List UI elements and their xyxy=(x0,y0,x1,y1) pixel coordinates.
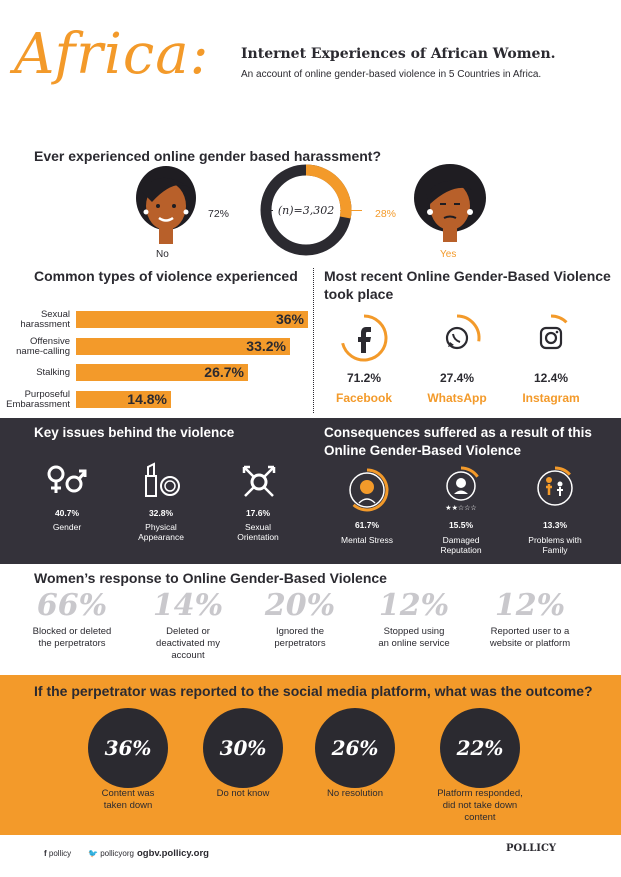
woman-no-illustration xyxy=(136,166,196,244)
outcome-label: Content was taken down xyxy=(101,788,155,811)
mental-stress-label: Mental Stress xyxy=(341,535,393,545)
facebook-icon: f xyxy=(44,849,47,858)
outcome-label: Platform responded, did not take down cont… xyxy=(437,788,523,823)
platforms-heading-line1: Most recent Online Gender-Based Violence xyxy=(324,268,611,284)
response-percentage: 12% xyxy=(378,588,450,623)
gender-icon xyxy=(47,465,87,493)
whatsapp-label: WhatsApp xyxy=(427,391,487,405)
dark-section xyxy=(0,418,621,564)
bar-label-offensive-name-calling: Offensive name-calling xyxy=(16,336,70,357)
footer-twitter[interactable]: 🐦 pollicyorg xyxy=(88,849,134,858)
makeup-icon xyxy=(145,462,180,497)
outcome-circle: 36% xyxy=(88,708,168,788)
yes-percentage: 28% xyxy=(375,208,397,220)
bar-label-sexual-harassment: Sexual harassment xyxy=(20,309,70,330)
page-description: An account of online gender-based violen… xyxy=(241,69,542,80)
response-label: Stopped using an online service xyxy=(378,626,450,649)
outcome-circle: 22% xyxy=(440,708,520,788)
mental-stress-percentage: 61.7% xyxy=(354,520,380,530)
response-percentage: 12% xyxy=(494,588,566,623)
consequences-heading-line1: Consequences suffered as a result of thi… xyxy=(324,425,592,440)
response-label: Ignored the perpetrators xyxy=(274,626,326,649)
outcome-percentage: 30% xyxy=(219,736,267,760)
outcomes-heading: If the perpetrator was reported to the s… xyxy=(34,683,593,699)
violence-types-heading: Common types of violence experienced xyxy=(34,268,298,284)
bar-value: 26.7% xyxy=(204,364,244,380)
mental-stress-gauge xyxy=(349,468,389,512)
donut-divider-left xyxy=(265,210,273,211)
woman-yes-illustration xyxy=(414,164,486,242)
whatsapp-percentage: 27.4% xyxy=(439,371,475,385)
bar-value: 36% xyxy=(275,311,304,327)
yes-label: Yes xyxy=(440,249,457,260)
gender-percentage: 40.7% xyxy=(54,508,80,518)
response-percentage: 20% xyxy=(264,588,336,623)
damaged-reputation-label: Damaged Reputation xyxy=(440,535,482,555)
harassment-question: Ever experienced online gender based har… xyxy=(34,148,382,164)
platforms-heading-line2: took place xyxy=(324,286,394,302)
bar-purposeful-embarassment: 14.8% xyxy=(76,391,171,408)
svg-text:★★☆☆☆: ★★☆☆☆ xyxy=(445,504,476,512)
family-problems-label: Problems with Family xyxy=(528,535,582,555)
bar-sexual-harassment: 36% xyxy=(76,311,308,328)
orientation-label: Sexual Orientation xyxy=(237,522,279,542)
sexual-orientation-icon xyxy=(242,465,276,497)
bar-label-stalking: Stalking xyxy=(36,367,70,378)
outcome-percentage: 22% xyxy=(456,736,504,760)
orientation-percentage: 17.6% xyxy=(245,508,271,518)
response-label: Deleted or deactivated my account xyxy=(156,626,220,661)
damaged-reputation-gauge: ★★☆☆☆ xyxy=(445,466,479,512)
instagram-label: Instagram xyxy=(522,391,580,405)
donut-divider-right xyxy=(340,210,362,211)
gender-label: Gender xyxy=(52,522,82,532)
section-divider xyxy=(313,268,314,413)
footer-facebook[interactable]: f pollicy xyxy=(44,849,72,858)
page-title: Africa: xyxy=(14,22,210,87)
bar-label-purposeful-embarassment: Purposeful Embarassment xyxy=(6,389,70,410)
responses-heading: Women’s response to Online Gender-Based … xyxy=(34,570,387,586)
family-problems-gauge xyxy=(537,466,573,506)
outcome-circle: 30% xyxy=(203,708,283,788)
appearance-label: Physical Appearance xyxy=(138,522,184,542)
outcome-label: Do not know xyxy=(216,788,270,799)
bar-value: 14.8% xyxy=(127,391,167,407)
bar-stalking: 26.7% xyxy=(76,364,248,381)
twitter-icon: 🐦 xyxy=(88,849,98,858)
no-label: No xyxy=(156,249,169,260)
outcome-circle: 26% xyxy=(315,708,395,788)
instagram-gauge xyxy=(539,314,568,350)
instagram-percentage: 12.4% xyxy=(533,371,569,385)
response-percentage: 66% xyxy=(36,588,108,623)
damaged-reputation-percentage: 15.5% xyxy=(448,520,474,530)
family-problems-percentage: 13.3% xyxy=(542,520,568,530)
bar-offensive-name-calling: 33.2% xyxy=(76,338,290,355)
consequences-heading-line2: Online Gender-Based Violence xyxy=(324,443,522,458)
no-percentage: 72% xyxy=(208,208,230,220)
footer-website[interactable]: ogbv.pollicy.org xyxy=(137,848,209,859)
brand-logo: POLLICY xyxy=(506,837,578,861)
appearance-percentage: 32.8% xyxy=(148,508,174,518)
outcome-label: No resolution xyxy=(327,788,383,799)
facebook-percentage: 71.2% xyxy=(346,371,382,385)
response-label: Blocked or deleted the perpetrators xyxy=(32,626,112,649)
sample-size: (n)=3,302 xyxy=(277,204,335,217)
response-percentage: 14% xyxy=(152,588,224,623)
whatsapp-gauge xyxy=(445,314,481,350)
page-subtitle: Internet Experiences of African Women. xyxy=(241,46,556,62)
bar-value: 33.2% xyxy=(246,338,286,354)
outcome-percentage: 36% xyxy=(104,736,152,760)
key-issues-heading: Key issues behind the violence xyxy=(34,425,235,440)
response-label: Reported user to a website or platform xyxy=(489,626,571,649)
facebook-gauge xyxy=(341,314,388,362)
facebook-label: Facebook xyxy=(335,391,392,405)
outcome-percentage: 26% xyxy=(331,736,379,760)
